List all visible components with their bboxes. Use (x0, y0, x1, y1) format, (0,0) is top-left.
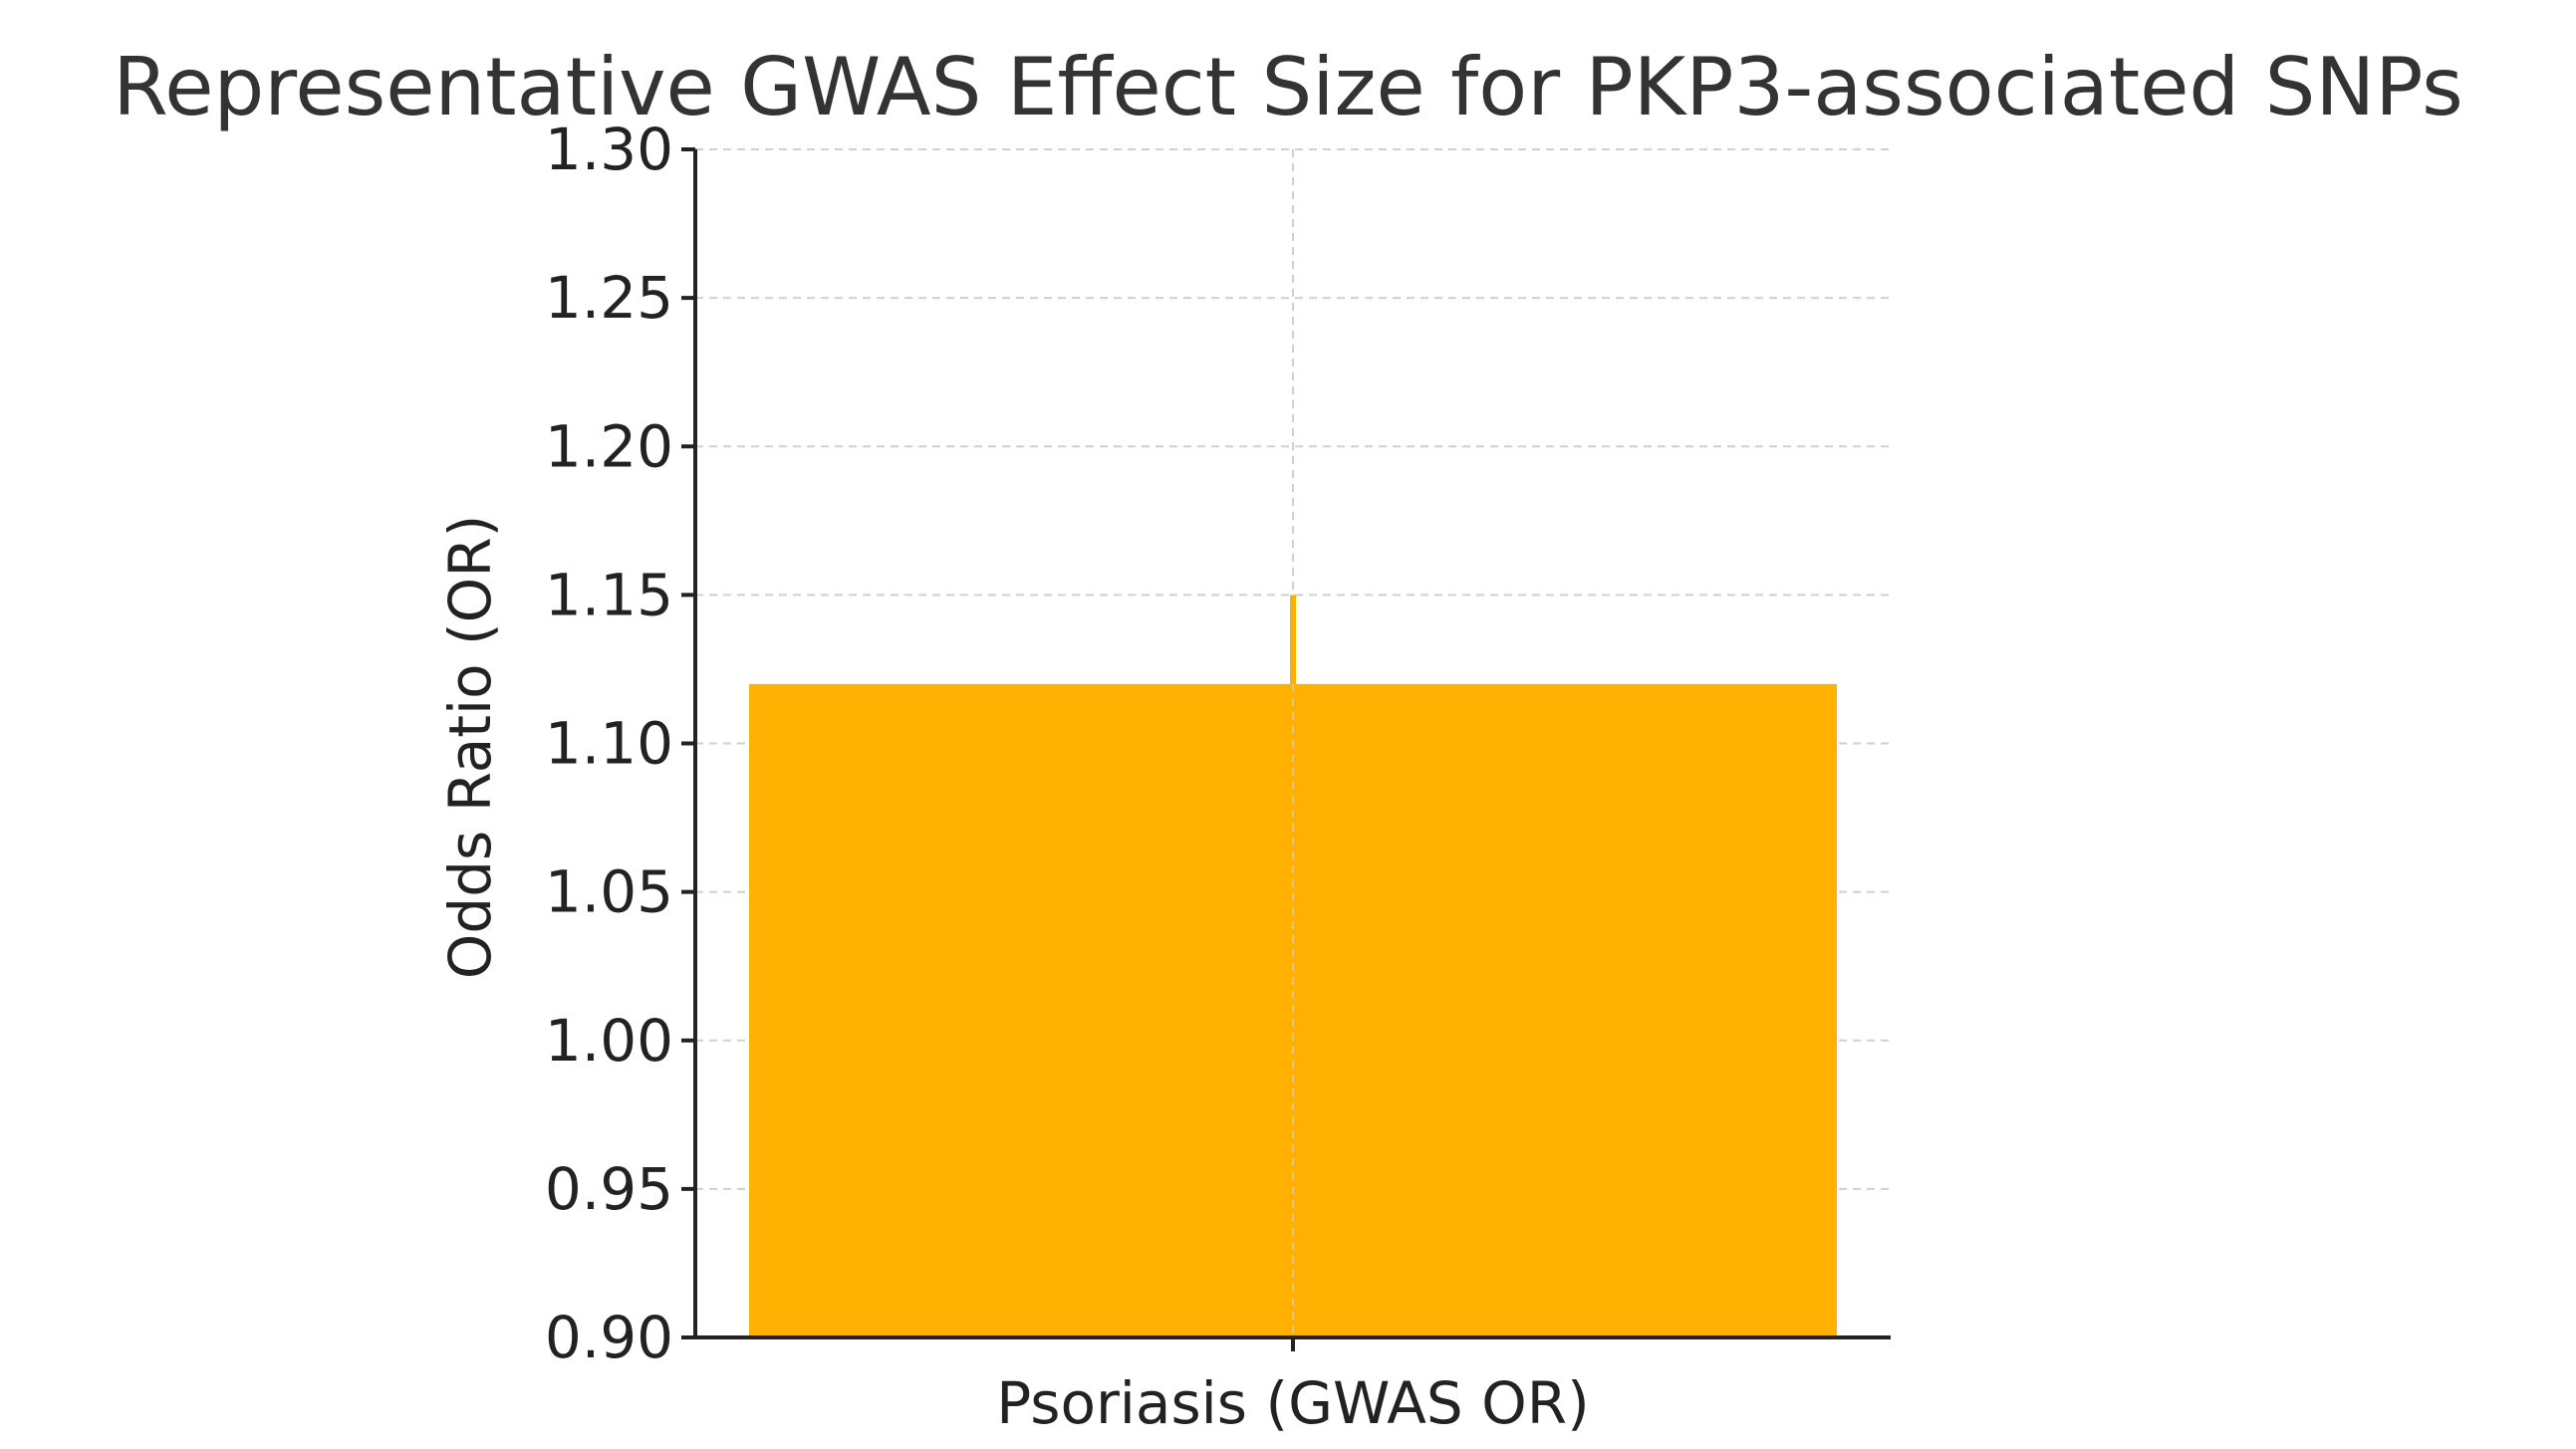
x-axis-ticks: Psoriasis (GWAS OR) (996, 1337, 1590, 1437)
y-tick-label: 1.05 (545, 858, 673, 926)
y-tick-label: 0.95 (545, 1155, 673, 1223)
y-axis-ticks: 0.90 0.95 1.00 1.05 1.10 1.15 1.20 1.25 1.30 (545, 116, 695, 1371)
y-axis-label: Odds Ratio (OR) (436, 515, 504, 980)
y-tick-label: 1.00 (545, 1007, 673, 1075)
chart-title: Representative GWAS Effect Size for PKP3… (113, 41, 2463, 133)
y-tick-label: 1.25 (545, 264, 673, 332)
y-tick-label: 1.15 (545, 561, 673, 628)
x-tick-label: Psoriasis (GWAS OR) (996, 1369, 1589, 1437)
bars (749, 595, 1837, 1337)
y-tick-label: 0.90 (545, 1304, 673, 1371)
y-tick-label: 1.30 (545, 116, 673, 183)
y-tick-label: 1.20 (545, 412, 673, 480)
y-tick-label: 1.10 (545, 710, 673, 778)
